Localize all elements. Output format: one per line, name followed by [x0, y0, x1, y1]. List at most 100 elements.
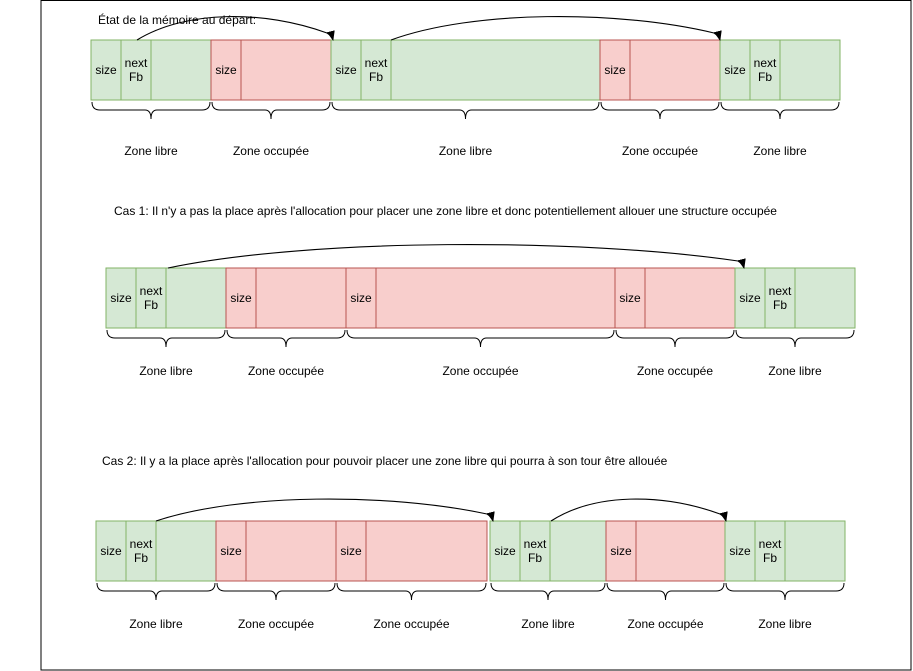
zone-brace: [615, 329, 735, 348]
section-title-cas1: Cas 1: Il n'y a pas la place après l'all…: [114, 204, 777, 218]
size-field: [335, 520, 367, 582]
next-free-arrow: [167, 243, 746, 269]
zone-label: Zone occupée: [637, 364, 713, 378]
size-field: [215, 520, 247, 582]
section-title-cas2: Cas 2: Il y a la place après l'allocatio…: [102, 454, 668, 468]
next-fb-field: [360, 39, 392, 101]
fb-label: Fb: [144, 298, 158, 312]
zone-label: Zone libre: [758, 617, 812, 631]
zone-label: Zone libre: [768, 364, 822, 378]
size-field: [105, 267, 137, 329]
zone-label: Zone occupée: [442, 364, 518, 378]
size-field: [724, 520, 756, 582]
occupied-zone: size Zone occupée: [215, 520, 337, 631]
size-label: size: [335, 63, 357, 77]
zone-label: Zone libre: [439, 144, 493, 158]
next-fb-field: [519, 520, 551, 582]
occupied-zone: size Zone occupée: [335, 520, 488, 631]
zone-label: Zone libre: [521, 617, 575, 631]
next-free-arrow: [550, 498, 728, 522]
size-field: [614, 267, 646, 329]
fb-label: Fb: [369, 70, 383, 84]
fb-label: Fb: [129, 70, 143, 84]
next-free-arrow: [390, 15, 722, 41]
fb-label: Fb: [134, 551, 148, 565]
zone-brace: [211, 101, 331, 120]
size-field: [330, 39, 362, 101]
zone-brace: [600, 101, 720, 120]
zone-brace: [735, 329, 855, 348]
next-fb-field: [764, 267, 796, 329]
size-label: size: [95, 63, 117, 77]
size-label: size: [110, 291, 132, 305]
size-label: size: [340, 544, 362, 558]
size-label: size: [604, 63, 626, 77]
size-label: size: [729, 544, 751, 558]
size-field: [90, 39, 122, 101]
size-label: size: [230, 291, 252, 305]
zone-label: Zone occupée: [373, 617, 449, 631]
occupied-zone: size Zone occupée: [599, 39, 721, 158]
zone-brace: [226, 329, 346, 348]
next-fb-field: [135, 267, 167, 329]
next-fb-field: [749, 39, 781, 101]
zone-brace: [490, 582, 606, 601]
size-label: size: [494, 544, 516, 558]
next-label: next: [759, 537, 782, 551]
diagram-frame: [40, 0, 912, 671]
size-field: [605, 520, 637, 582]
size-label: size: [100, 544, 122, 558]
zone-brace: [606, 582, 725, 601]
size-field: [210, 39, 242, 101]
size-label: size: [215, 63, 237, 77]
size-field: [489, 520, 521, 582]
zone-brace: [336, 582, 487, 601]
zone-label: Zone libre: [124, 144, 178, 158]
next-label: next: [754, 56, 777, 70]
occupied-zone: size Zone occupée: [225, 267, 347, 378]
size-field: [225, 267, 257, 329]
size-label: size: [350, 291, 372, 305]
next-fb-field: [125, 520, 157, 582]
zone-label: Zone libre: [129, 617, 183, 631]
size-label: size: [724, 63, 746, 77]
next-label: next: [125, 56, 148, 70]
next-free-arrow: [155, 498, 495, 522]
fb-label: Fb: [758, 70, 772, 84]
occupied-zone-block: [345, 267, 616, 329]
zone-brace: [331, 101, 600, 120]
zone-brace: [106, 329, 226, 348]
size-label: size: [739, 291, 761, 305]
size-label: size: [619, 291, 641, 305]
occupied-zone: size Zone occupée: [210, 39, 332, 158]
next-label: next: [769, 284, 792, 298]
next-label: next: [130, 537, 153, 551]
zone-brace: [346, 329, 615, 348]
zone-brace: [91, 101, 211, 120]
occupied-zone: size Zone occupée: [605, 520, 726, 631]
size-field: [345, 267, 377, 329]
next-fb-field: [120, 39, 152, 101]
fb-label: Fb: [528, 551, 542, 565]
size-field: [599, 39, 631, 101]
size-field: [719, 39, 751, 101]
size-label: size: [220, 544, 242, 558]
size-label: size: [610, 544, 632, 558]
next-fb-field: [754, 520, 786, 582]
fb-label: Fb: [763, 551, 777, 565]
zone-label: Zone occupée: [627, 617, 703, 631]
next-label: next: [524, 537, 547, 551]
zone-label: Zone occupée: [622, 144, 698, 158]
fb-label: Fb: [773, 298, 787, 312]
zone-brace: [720, 101, 840, 120]
